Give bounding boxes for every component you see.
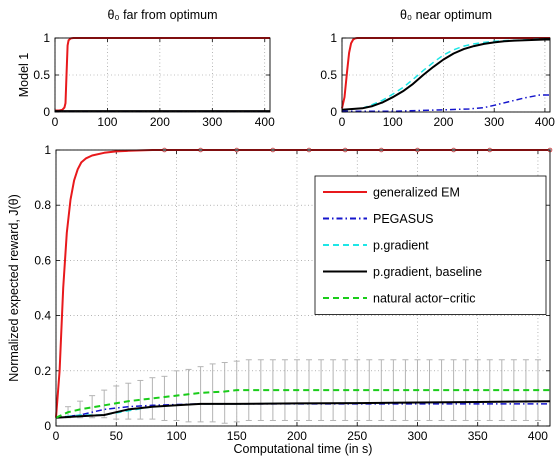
x-tick-label: 100 xyxy=(166,429,186,443)
panel-title: θ₀ far from optimum xyxy=(107,8,217,22)
y-tick-label: 0 xyxy=(330,105,337,119)
y-tick-label: 0.2 xyxy=(34,364,51,378)
legend-label: PEGASUS xyxy=(373,212,433,226)
x-tick-label: 400 xyxy=(528,429,548,443)
x-tick-label: 0 xyxy=(52,115,59,129)
x-tick-label: 250 xyxy=(347,429,367,443)
legend-label: p.gradient, baseline xyxy=(373,265,482,279)
series-line xyxy=(341,38,550,111)
y-tick-label: 0.8 xyxy=(34,198,51,212)
x-tick-label: 300 xyxy=(202,115,222,129)
panel-title: θ₀ near optimum xyxy=(400,8,492,22)
y-tick-label: 0.4 xyxy=(34,309,51,323)
y-tick-label: 1 xyxy=(330,31,337,45)
x-tick-label: 100 xyxy=(383,115,403,129)
y-tick-label: 0.6 xyxy=(34,253,51,267)
series-line xyxy=(342,94,550,113)
x-tick-label: 0 xyxy=(53,429,60,443)
series-line xyxy=(55,389,550,419)
x-tick-label: 0 xyxy=(339,115,346,129)
legend-label: generalized EM xyxy=(373,186,460,200)
x-tick-label: 400 xyxy=(535,115,555,129)
y-tick-label: 0 xyxy=(43,105,50,119)
x-tick-label: 300 xyxy=(407,429,427,443)
x-tick-label: 100 xyxy=(97,115,117,129)
axes-frame xyxy=(341,37,551,113)
y-tick-label: 0.5 xyxy=(33,68,50,82)
y-tick-label: 0.5 xyxy=(320,68,337,82)
axes-frame xyxy=(54,37,271,113)
legend: generalized EM PEGASUS p.gradient p.gradien… xyxy=(314,175,547,315)
x-tick-label: 50 xyxy=(110,429,124,443)
top-left-panel: 0 100 200 300 400 0 0.5 1 θ₀ far from optimum Mod… xyxy=(17,8,275,129)
x-tick-label: 150 xyxy=(227,429,247,443)
x-tick-label: 200 xyxy=(150,115,170,129)
y-tick-label: 1 xyxy=(43,31,50,45)
top-right-panel: 0 100 200 300 400 0 0.5 1 θ₀ near optimum xyxy=(320,8,555,129)
x-axis-label: Computational time (in s) xyxy=(234,442,373,456)
x-tick-label: 350 xyxy=(468,429,488,443)
axes-frame xyxy=(55,149,551,427)
y-axis-label: Model 1 xyxy=(17,53,31,98)
series-line xyxy=(55,400,551,419)
x-tick-label: 400 xyxy=(255,115,275,129)
y-tick-label: 0 xyxy=(44,419,51,433)
legend-label: p.gradient xyxy=(373,239,429,253)
y-axis-label: Normalized expected reward, J(θ) xyxy=(7,194,21,382)
x-tick-label: 200 xyxy=(287,429,307,443)
y-tick-label: 1 xyxy=(44,143,51,157)
x-tick-label: 200 xyxy=(433,115,453,129)
plot-area xyxy=(342,38,550,112)
x-tick-label: 300 xyxy=(484,115,504,129)
legend-label: natural actor−critic xyxy=(373,292,475,306)
